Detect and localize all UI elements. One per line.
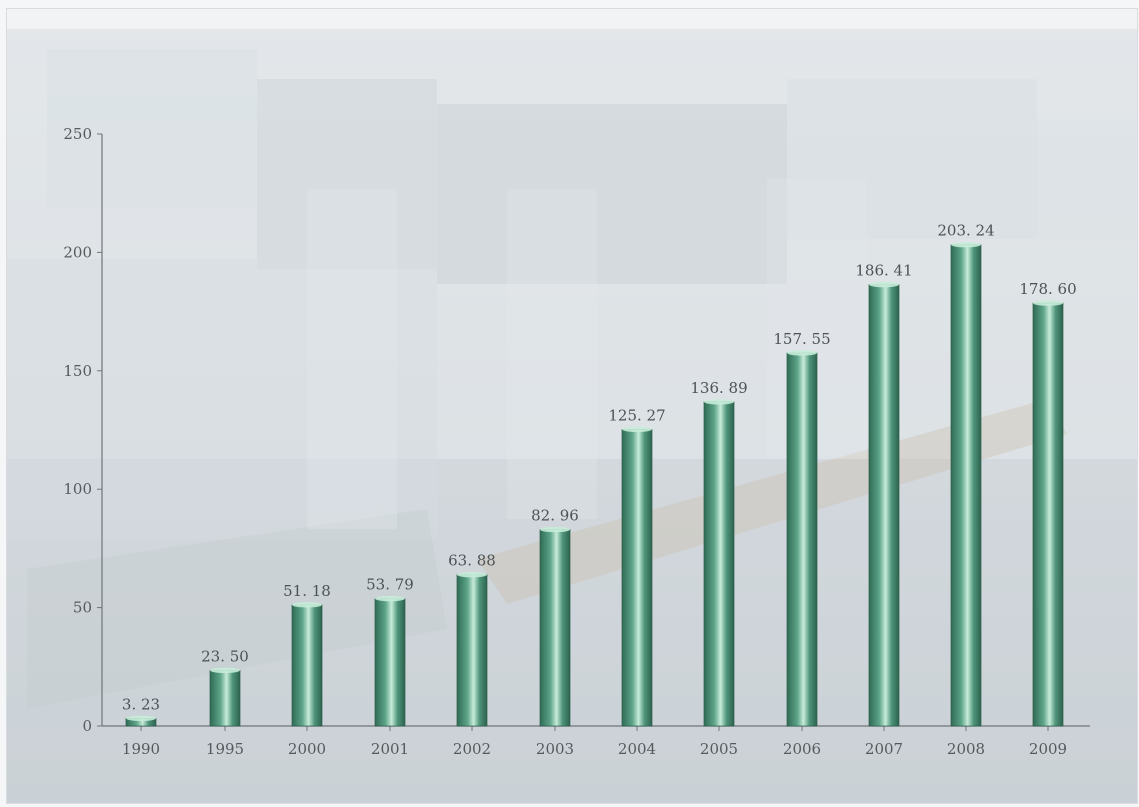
x-tick-label: 1990 [122,740,160,758]
bar [291,604,323,727]
y-tick-label: 100 [63,480,92,498]
axes: 0 50 100 150 200 250 [63,125,1090,735]
bar-top [292,602,322,608]
labels: 3. 23 1990 23. 50 1995 51. 18 2000 53. 79 2001 6… [122,222,1077,758]
x-tick-label: 2001 [371,740,409,758]
data-label: 51. 18 [283,582,331,600]
data-label: 186. 41 [855,262,912,280]
bar-top [210,667,240,674]
bar-top [787,350,817,356]
y-tick-label: 200 [63,243,92,261]
x-tick-label: 2007 [865,740,903,758]
x-tick-label: 2000 [288,740,326,758]
bar [950,244,982,727]
background-photo [7,9,1137,803]
bar [621,429,653,727]
bar [539,529,571,727]
bar [703,401,735,727]
y-tick-label: 50 [73,599,92,617]
data-label: 136. 89 [690,379,747,397]
bar [1032,302,1064,727]
data-label: 53. 79 [366,576,414,594]
y-tick-label: 0 [82,717,92,735]
data-label: 157. 55 [773,330,830,348]
bars [125,242,1064,727]
x-tick-label: 2009 [1029,740,1067,758]
x-tick-label: 2002 [453,740,491,758]
data-label: 82. 96 [531,507,579,525]
data-label: 178. 60 [1019,280,1076,298]
x-tick-label: 2005 [700,740,738,758]
chart-frame [6,8,1138,804]
y-tick-label: 250 [63,125,92,143]
bar-top [704,399,734,405]
bar [209,670,241,727]
x-tick-label: 2004 [618,740,656,758]
x-tick-label: 1995 [206,740,244,758]
bar-top [869,281,899,288]
bar-top [375,595,405,602]
y-tick-label: 150 [63,362,92,380]
x-tick-label: 2003 [536,740,574,758]
bar-top [457,572,487,578]
bar [456,574,488,727]
x-tick-label: 2006 [783,740,821,758]
bar-top [951,242,981,248]
bar [374,598,406,727]
data-label: 63. 88 [448,552,496,570]
x-tick-label: 2008 [947,740,985,758]
bar-top [540,526,570,533]
data-label: 125. 27 [608,406,665,424]
bar-top [1033,300,1063,306]
data-label: 23. 50 [201,647,249,665]
bar-top [622,426,652,433]
bar [786,352,818,727]
bar-top [126,715,156,722]
data-label: 3. 23 [122,695,160,713]
data-label: 203. 24 [937,222,994,240]
bar [868,284,900,727]
